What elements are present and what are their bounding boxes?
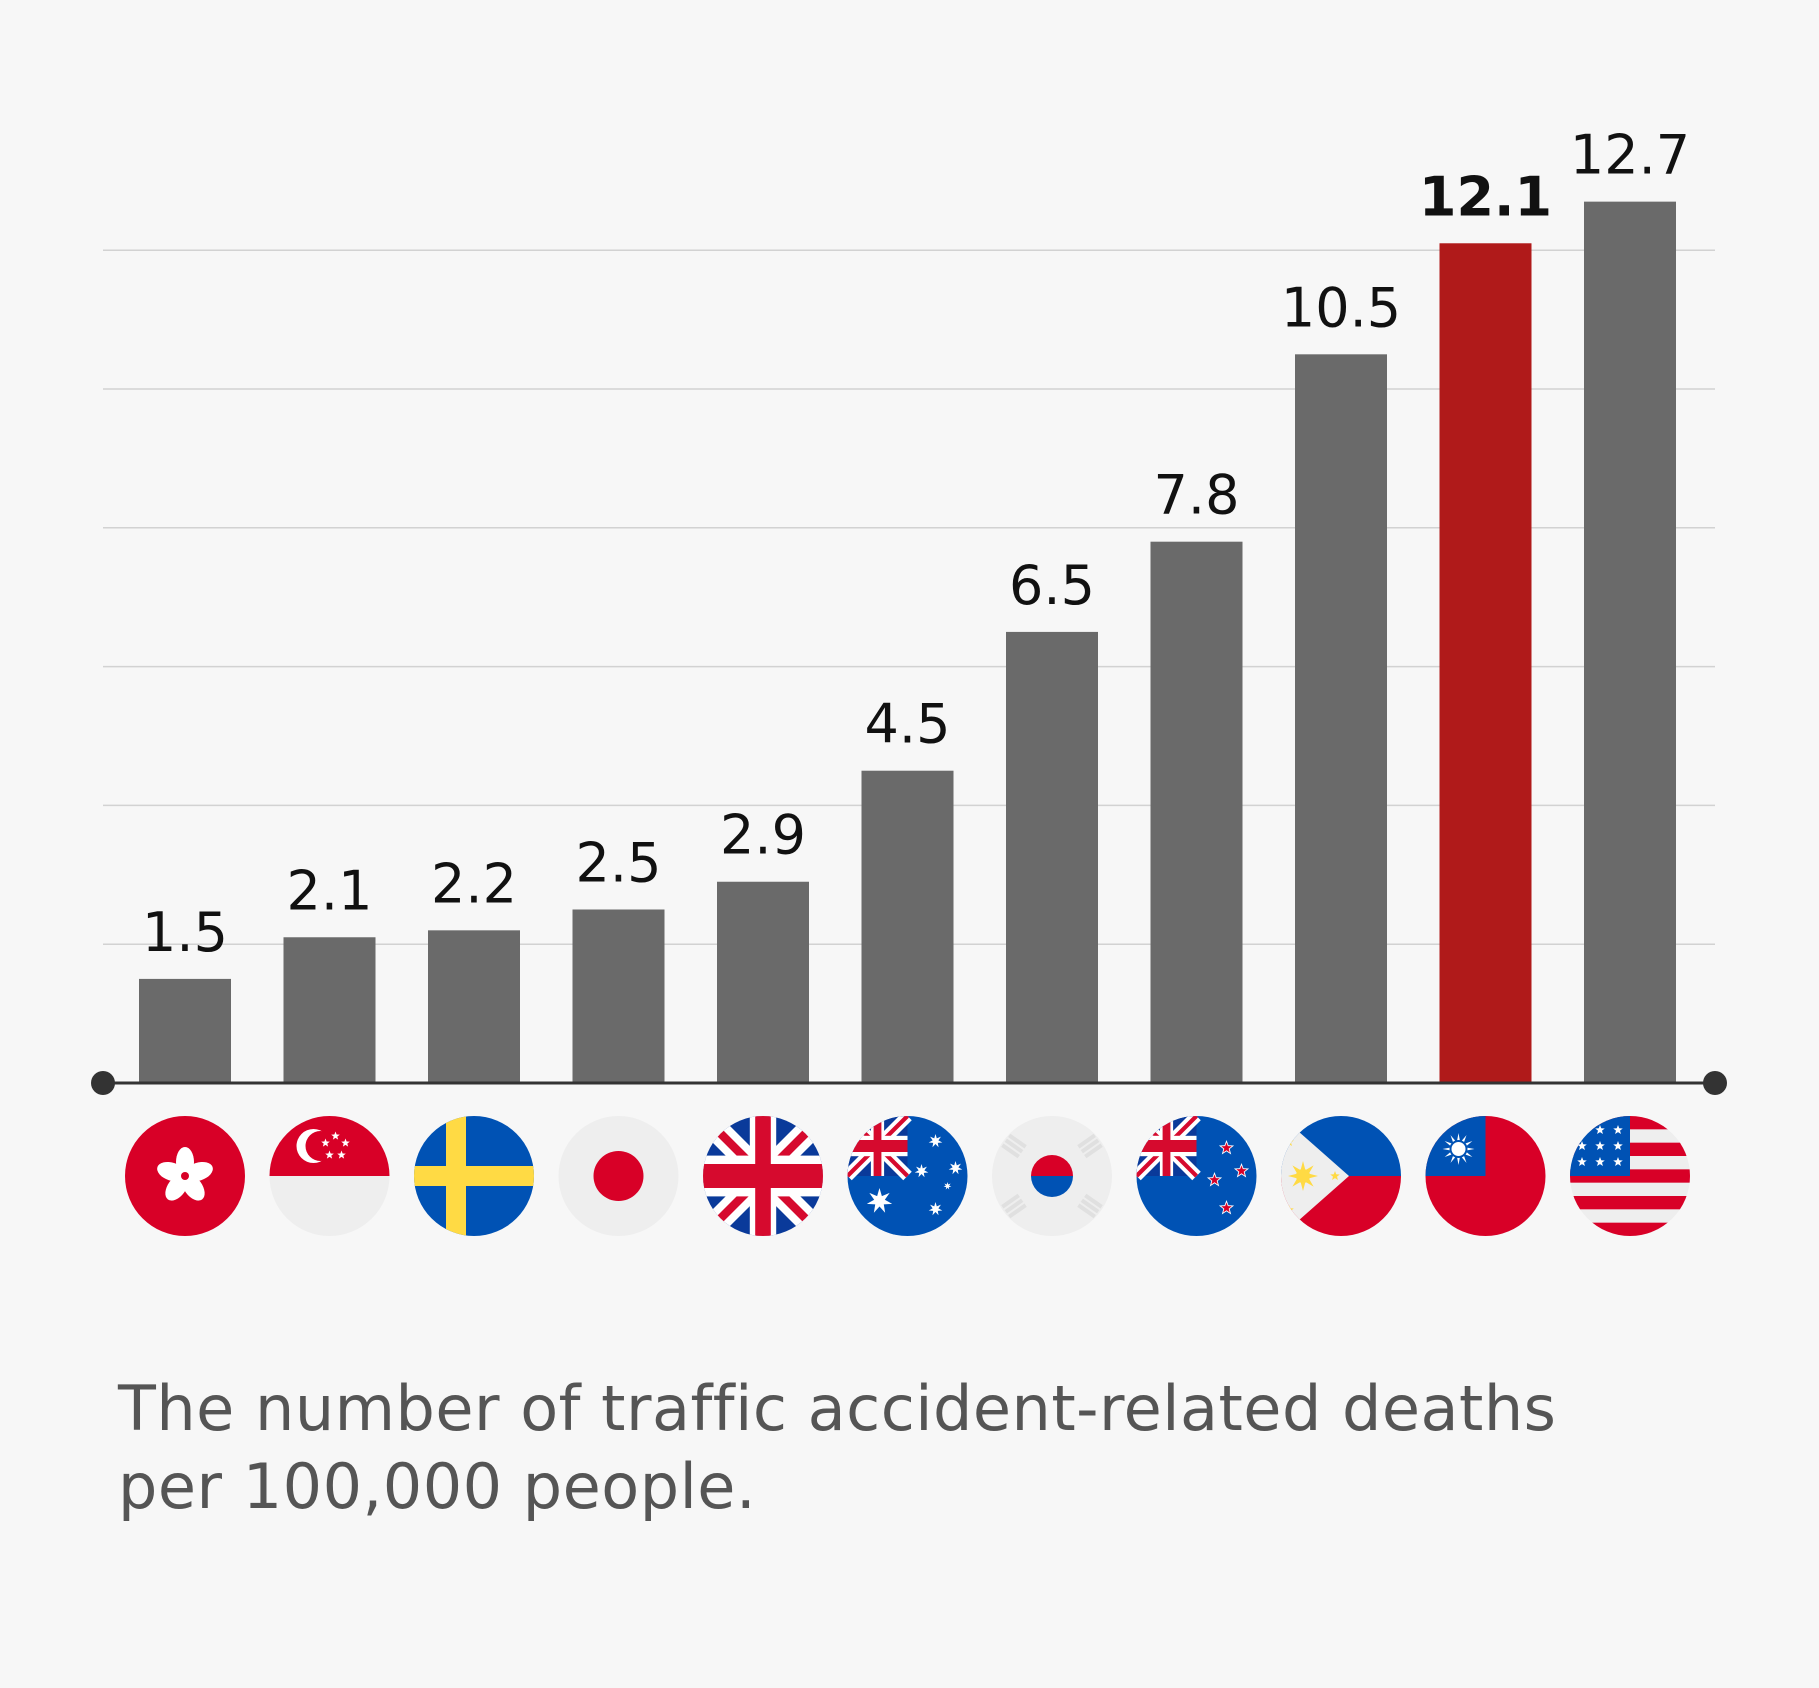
- value-label-united-states: 12.7: [1570, 124, 1690, 187]
- bar-sweden: [428, 930, 520, 1083]
- bar-singapore: [283, 937, 376, 1083]
- value-label-australia: 4.5: [865, 693, 951, 756]
- x-axis: [91, 1071, 1727, 1095]
- value-labels: 1.5 2.1 2.2 2.5 2.9 4.5 6.5 7.8 10.5 12.1 12.7: [142, 124, 1690, 964]
- value-label-new-zealand: 7.8: [1154, 464, 1240, 527]
- bar-japan: [572, 909, 665, 1083]
- value-label-taiwan: 12.1: [1419, 165, 1552, 228]
- bar-philippines: [1295, 354, 1387, 1083]
- bar-hong-kong: [139, 978, 231, 1083]
- axis-end-dot: [91, 1071, 115, 1095]
- australia-flag-icon: [847, 1116, 968, 1236]
- bar-united-states: [1584, 201, 1676, 1083]
- hong-kong-flag-icon: [125, 1116, 245, 1236]
- value-label-philippines: 10.5: [1281, 276, 1401, 339]
- bar-south-korea: [1006, 631, 1098, 1083]
- japan-flag-icon: [558, 1116, 679, 1236]
- value-label-south-korea: 6.5: [1009, 554, 1095, 617]
- bar-taiwan: [1439, 243, 1532, 1083]
- value-label-japan: 2.5: [576, 832, 662, 895]
- axis-end-dot: [1703, 1071, 1727, 1095]
- bar-united-kingdom: [717, 881, 809, 1083]
- taiwan-flag-icon: [1425, 1116, 1546, 1236]
- sweden-flag-icon: [414, 1116, 534, 1236]
- flags: [125, 1116, 1690, 1236]
- south-korea-flag-icon: [992, 1116, 1112, 1236]
- bar-new-zealand: [1150, 541, 1243, 1083]
- value-label-hong-kong: 1.5: [142, 901, 228, 964]
- bar-australia: [861, 770, 954, 1083]
- chart-caption: The number of traffic accident-related d…: [118, 1372, 1557, 1523]
- bars: [139, 201, 1676, 1083]
- united-states-flag-icon: [1570, 1116, 1690, 1236]
- value-label-united-kingdom: 2.9: [720, 804, 806, 867]
- philippines-flag-icon: [1281, 1116, 1401, 1236]
- singapore-flag-icon: [269, 1116, 390, 1236]
- new-zealand-flag-icon: [1136, 1116, 1257, 1236]
- value-label-singapore: 2.1: [287, 859, 373, 922]
- united-kingdom-flag-icon: [703, 1116, 823, 1236]
- value-label-sweden: 2.2: [431, 852, 517, 915]
